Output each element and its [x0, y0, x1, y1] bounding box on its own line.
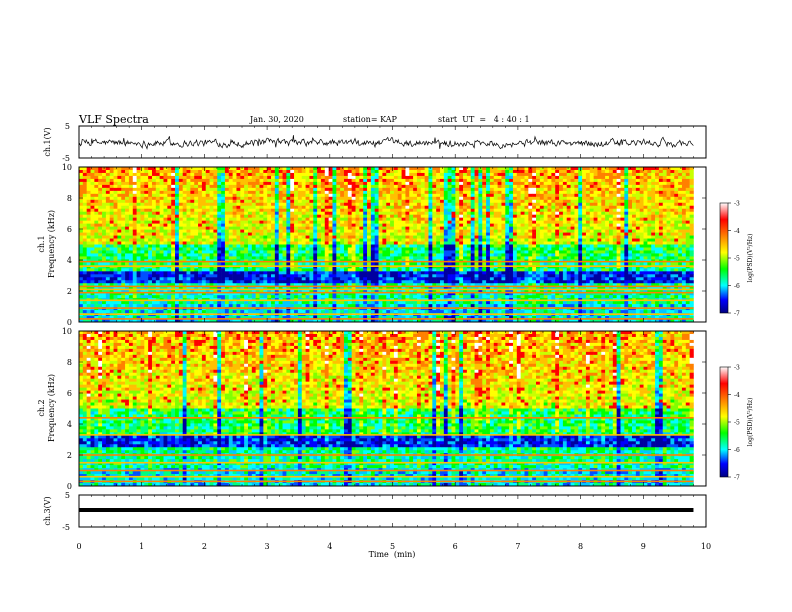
y-tick-label: -5	[62, 523, 70, 532]
ch2-colorbar-label: log(PSD)(V²/Hz)	[747, 398, 754, 447]
colorbar-tick-label: -7	[734, 311, 740, 318]
interference-line	[79, 480, 694, 483]
figure-title: VLF Spectra	[79, 113, 149, 126]
interference-line	[79, 260, 694, 263]
interference-line	[79, 454, 694, 456]
interference-line	[79, 417, 694, 419]
interference-line	[79, 318, 694, 320]
x-tick-label: 4	[327, 542, 332, 551]
interference-line	[79, 469, 694, 472]
y-tick-label: 5	[65, 122, 70, 131]
interference-line	[79, 461, 694, 464]
y-tick-label: 4	[67, 420, 72, 429]
colorbar-tick-label: -6	[734, 447, 740, 454]
colorbar-tick-label: -6	[734, 283, 740, 290]
x-tick-label: 0	[76, 542, 81, 551]
x-tick-label: 1	[139, 542, 144, 551]
interference-line	[79, 288, 694, 291]
date-label: Jan. 30, 2020	[250, 115, 304, 124]
ch2-colorbar	[719, 366, 729, 478]
colorbar-tick-label: -5	[734, 256, 740, 263]
ch2-spec-ylabel-line2: Frequency (kHz)	[47, 374, 56, 442]
interference-line	[79, 291, 694, 294]
y-tick-label: 2	[67, 287, 72, 296]
station-label: station= KAP	[343, 115, 397, 124]
ch1-spec-ylabel-line2: Frequency (kHz)	[47, 210, 56, 278]
colorbar-tick-label: -3	[734, 201, 740, 208]
x-axis-label: Time (min)	[369, 550, 416, 559]
y-tick-label: -5	[62, 154, 70, 163]
ch1-ylabel: ch.1(V)	[43, 127, 52, 156]
colorbar-tick-label: -5	[734, 420, 740, 427]
interference-line	[79, 313, 694, 315]
ch1-spec-ylabel-line1: ch.1	[37, 235, 46, 252]
y-tick-label: 10	[62, 163, 72, 172]
ch1-colorbar-label: log(PSD)(V²/Hz)	[747, 234, 754, 283]
x-tick-label: 6	[453, 542, 458, 551]
x-tick-label: 3	[265, 542, 270, 551]
ch1-spectrogram-panel	[78, 166, 707, 323]
x-tick-label: 7	[515, 542, 520, 551]
ch3-waveform-panel	[78, 494, 707, 528]
ch2-spectrogram-panel	[78, 330, 707, 487]
interference-line	[79, 434, 694, 436]
colorbar-tick-label: -3	[734, 365, 740, 372]
colorbar-tick-label: -7	[734, 475, 740, 482]
y-tick-label: 6	[67, 389, 72, 398]
ch1-waveform-trace	[79, 135, 694, 150]
interference-line	[79, 307, 694, 309]
y-tick-label: 4	[67, 256, 72, 265]
y-tick-label: 0	[67, 318, 72, 327]
x-tick-label: 10	[701, 542, 711, 551]
y-tick-label: 5	[65, 491, 70, 500]
interference-line	[79, 475, 694, 478]
ch1-waveform-panel	[78, 125, 707, 159]
start-time-label: start UT = 4 : 40 : 1	[438, 115, 530, 124]
x-tick-label: 2	[202, 542, 207, 551]
colorbar-tick-label: -4	[734, 228, 740, 235]
interference-line	[79, 265, 694, 267]
y-tick-label: 8	[67, 358, 72, 367]
x-tick-label: 5	[390, 542, 395, 551]
y-tick-label: 10	[62, 327, 72, 336]
ch1-colorbar	[719, 202, 729, 314]
y-tick-label: 0	[67, 482, 72, 491]
interference-line	[79, 285, 694, 288]
colorbar-tick-label: -4	[734, 392, 740, 399]
y-tick-label: 8	[67, 194, 72, 203]
x-tick-label: 9	[641, 542, 646, 551]
ch3-ylabel: ch.3(V)	[43, 496, 52, 525]
ch2-spec-ylabel-line1: ch.2	[37, 399, 46, 416]
x-tick-label: 8	[578, 542, 583, 551]
y-tick-label: 2	[67, 451, 72, 460]
interference-line	[79, 299, 694, 302]
y-tick-label: 6	[67, 225, 72, 234]
